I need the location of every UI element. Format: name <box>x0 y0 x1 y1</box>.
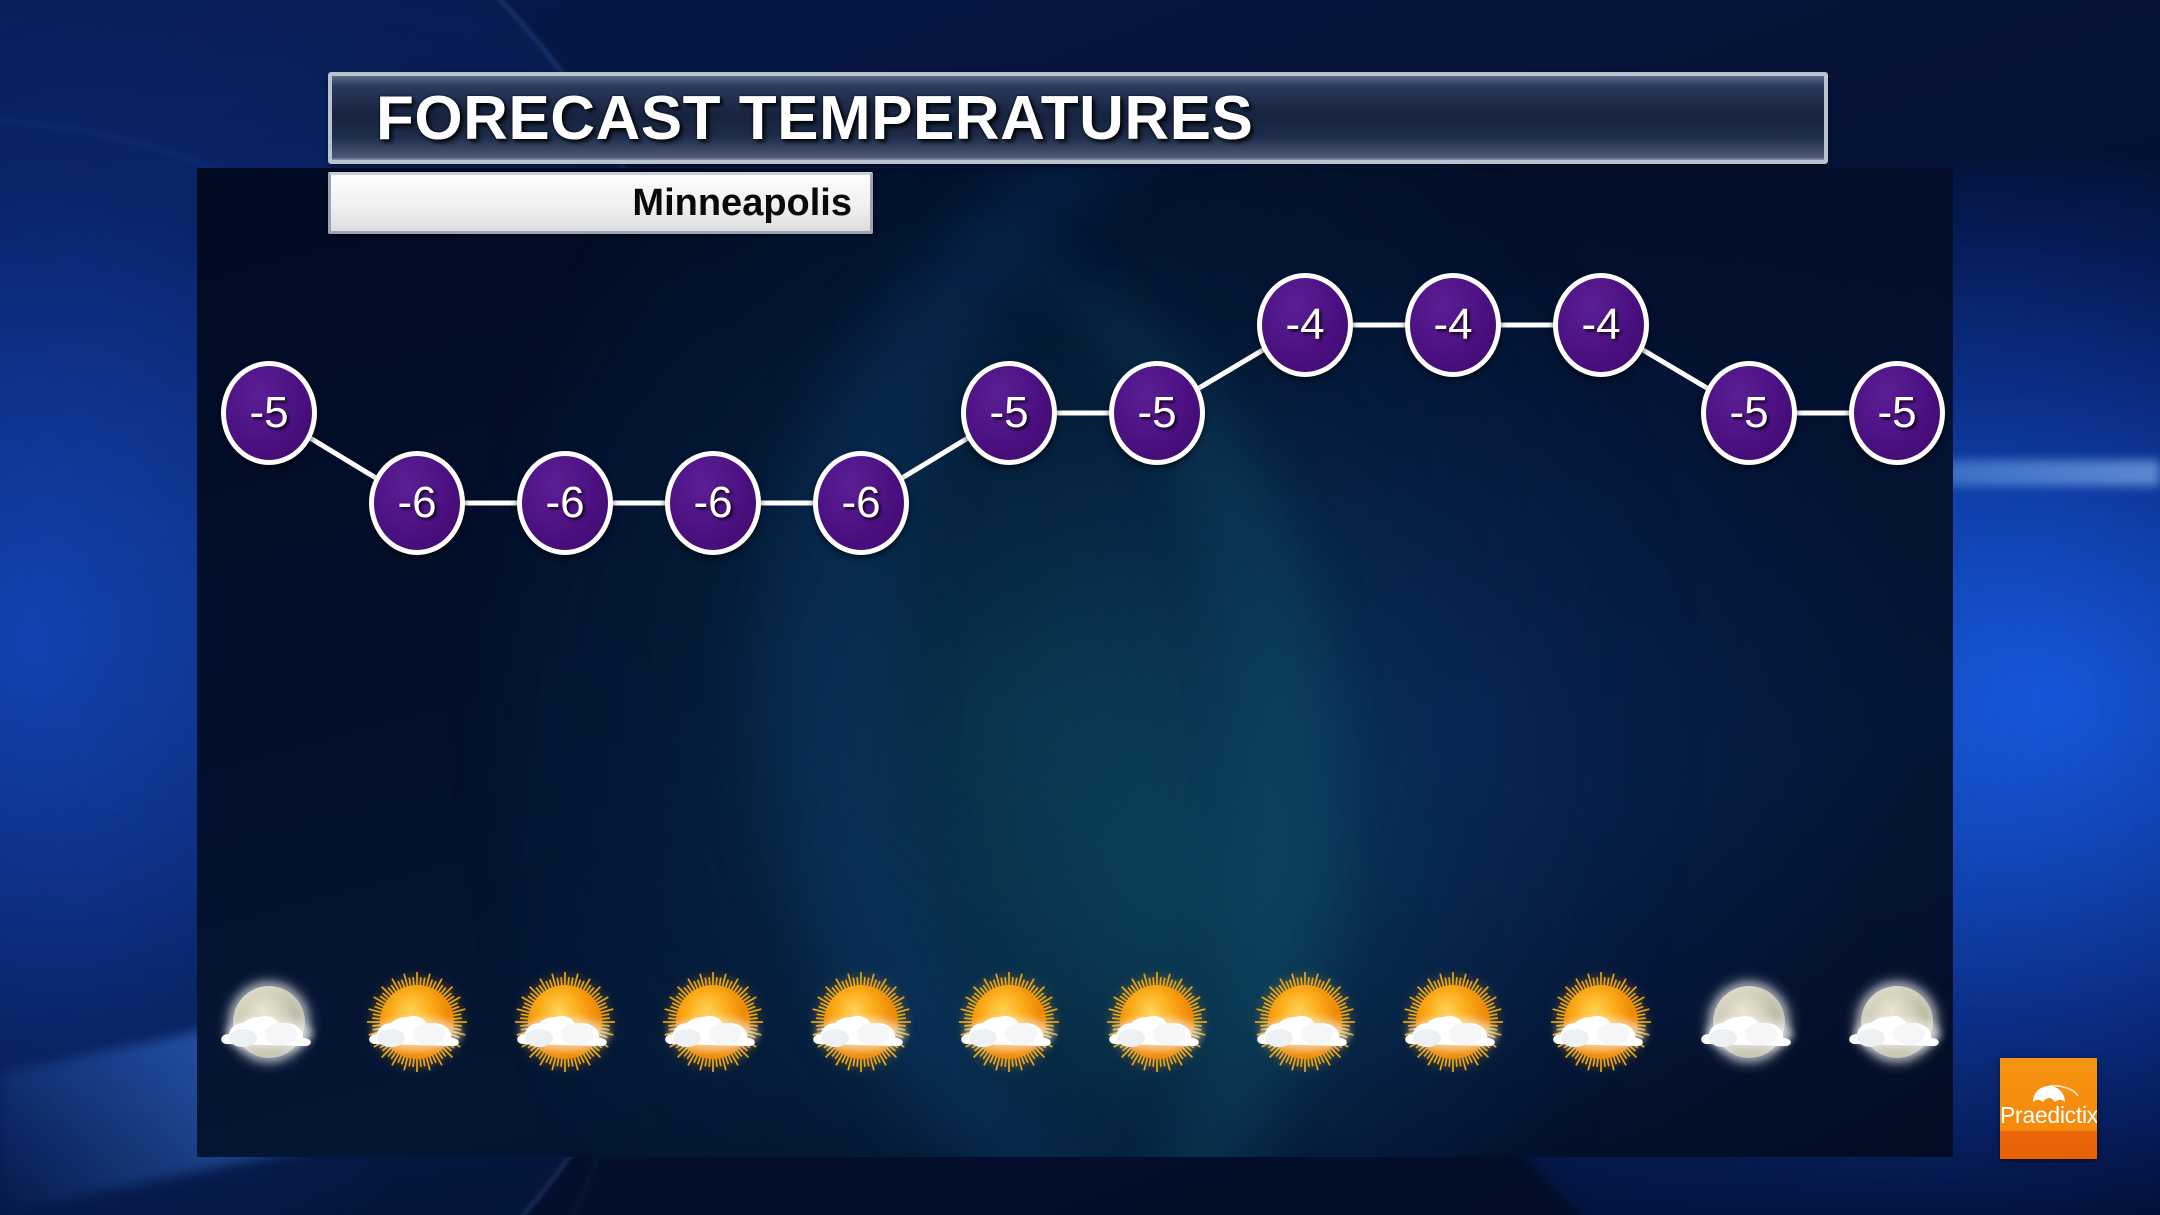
weather-icon-row <box>197 968 1953 1083</box>
forecast-panel: -5-6-6-6-6-5-5-4-4-4-5-5 7 AMThu8 AMThu9… <box>197 168 1953 1157</box>
temperature-bubble: -6 <box>517 451 613 555</box>
sun-cloud-icon <box>1399 968 1507 1076</box>
temperature-bubble: -5 <box>1701 361 1797 465</box>
temperature-bubble: -5 <box>961 361 1057 465</box>
sun-cloud-icon <box>511 968 619 1076</box>
temperature-bubble: -6 <box>369 451 465 555</box>
moon-cloud-icon <box>1843 968 1951 1076</box>
temperature-value: -4 <box>1285 300 1325 349</box>
umbrella-icon <box>2033 1085 2079 1102</box>
title-bar: FORECAST TEMPERATURES <box>328 72 1828 164</box>
sun-cloud-icon <box>955 968 1063 1076</box>
page-title: FORECAST TEMPERATURES <box>376 83 1254 153</box>
temperature-bubble: -4 <box>1405 273 1501 377</box>
temperature-polyline <box>266 322 1900 506</box>
city-bar: Minneapolis <box>328 172 873 234</box>
praedictix-logo: Praedictix <box>2000 1058 2097 1159</box>
temperature-value: -6 <box>693 478 733 527</box>
temperature-value: -5 <box>1729 388 1769 437</box>
temperature-value: -5 <box>1137 388 1177 437</box>
temperature-value: -4 <box>1433 300 1473 349</box>
temperature-value: -6 <box>841 478 881 527</box>
moon-cloud-icon <box>1695 968 1803 1076</box>
sun-cloud-icon <box>1547 968 1655 1076</box>
moon-cloud-icon <box>215 968 323 1076</box>
temperature-value: -5 <box>249 388 289 437</box>
city-name: Minneapolis <box>632 181 852 224</box>
temperature-bubble: -4 <box>1257 273 1353 377</box>
temperature-value: -5 <box>989 388 1029 437</box>
sun-cloud-icon <box>659 968 767 1076</box>
temperature-bubble: -4 <box>1553 273 1649 377</box>
logo-text: Praedictix <box>2000 1102 2097 1128</box>
temperature-value: -6 <box>545 478 585 527</box>
temperature-bubble: -5 <box>1849 361 1945 465</box>
sun-cloud-icon <box>807 968 915 1076</box>
sun-cloud-icon <box>1251 968 1359 1076</box>
temperature-bubble: -6 <box>813 451 909 555</box>
temperature-value: -5 <box>1877 388 1917 437</box>
temperature-bubble: -6 <box>665 451 761 555</box>
temperature-bubble: -5 <box>1109 361 1205 465</box>
sun-cloud-icon <box>1103 968 1211 1076</box>
sun-cloud-icon <box>363 968 471 1076</box>
temperature-value: -6 <box>397 478 437 527</box>
temperature-value: -4 <box>1581 300 1621 349</box>
temperature-bubble: -5 <box>221 361 317 465</box>
